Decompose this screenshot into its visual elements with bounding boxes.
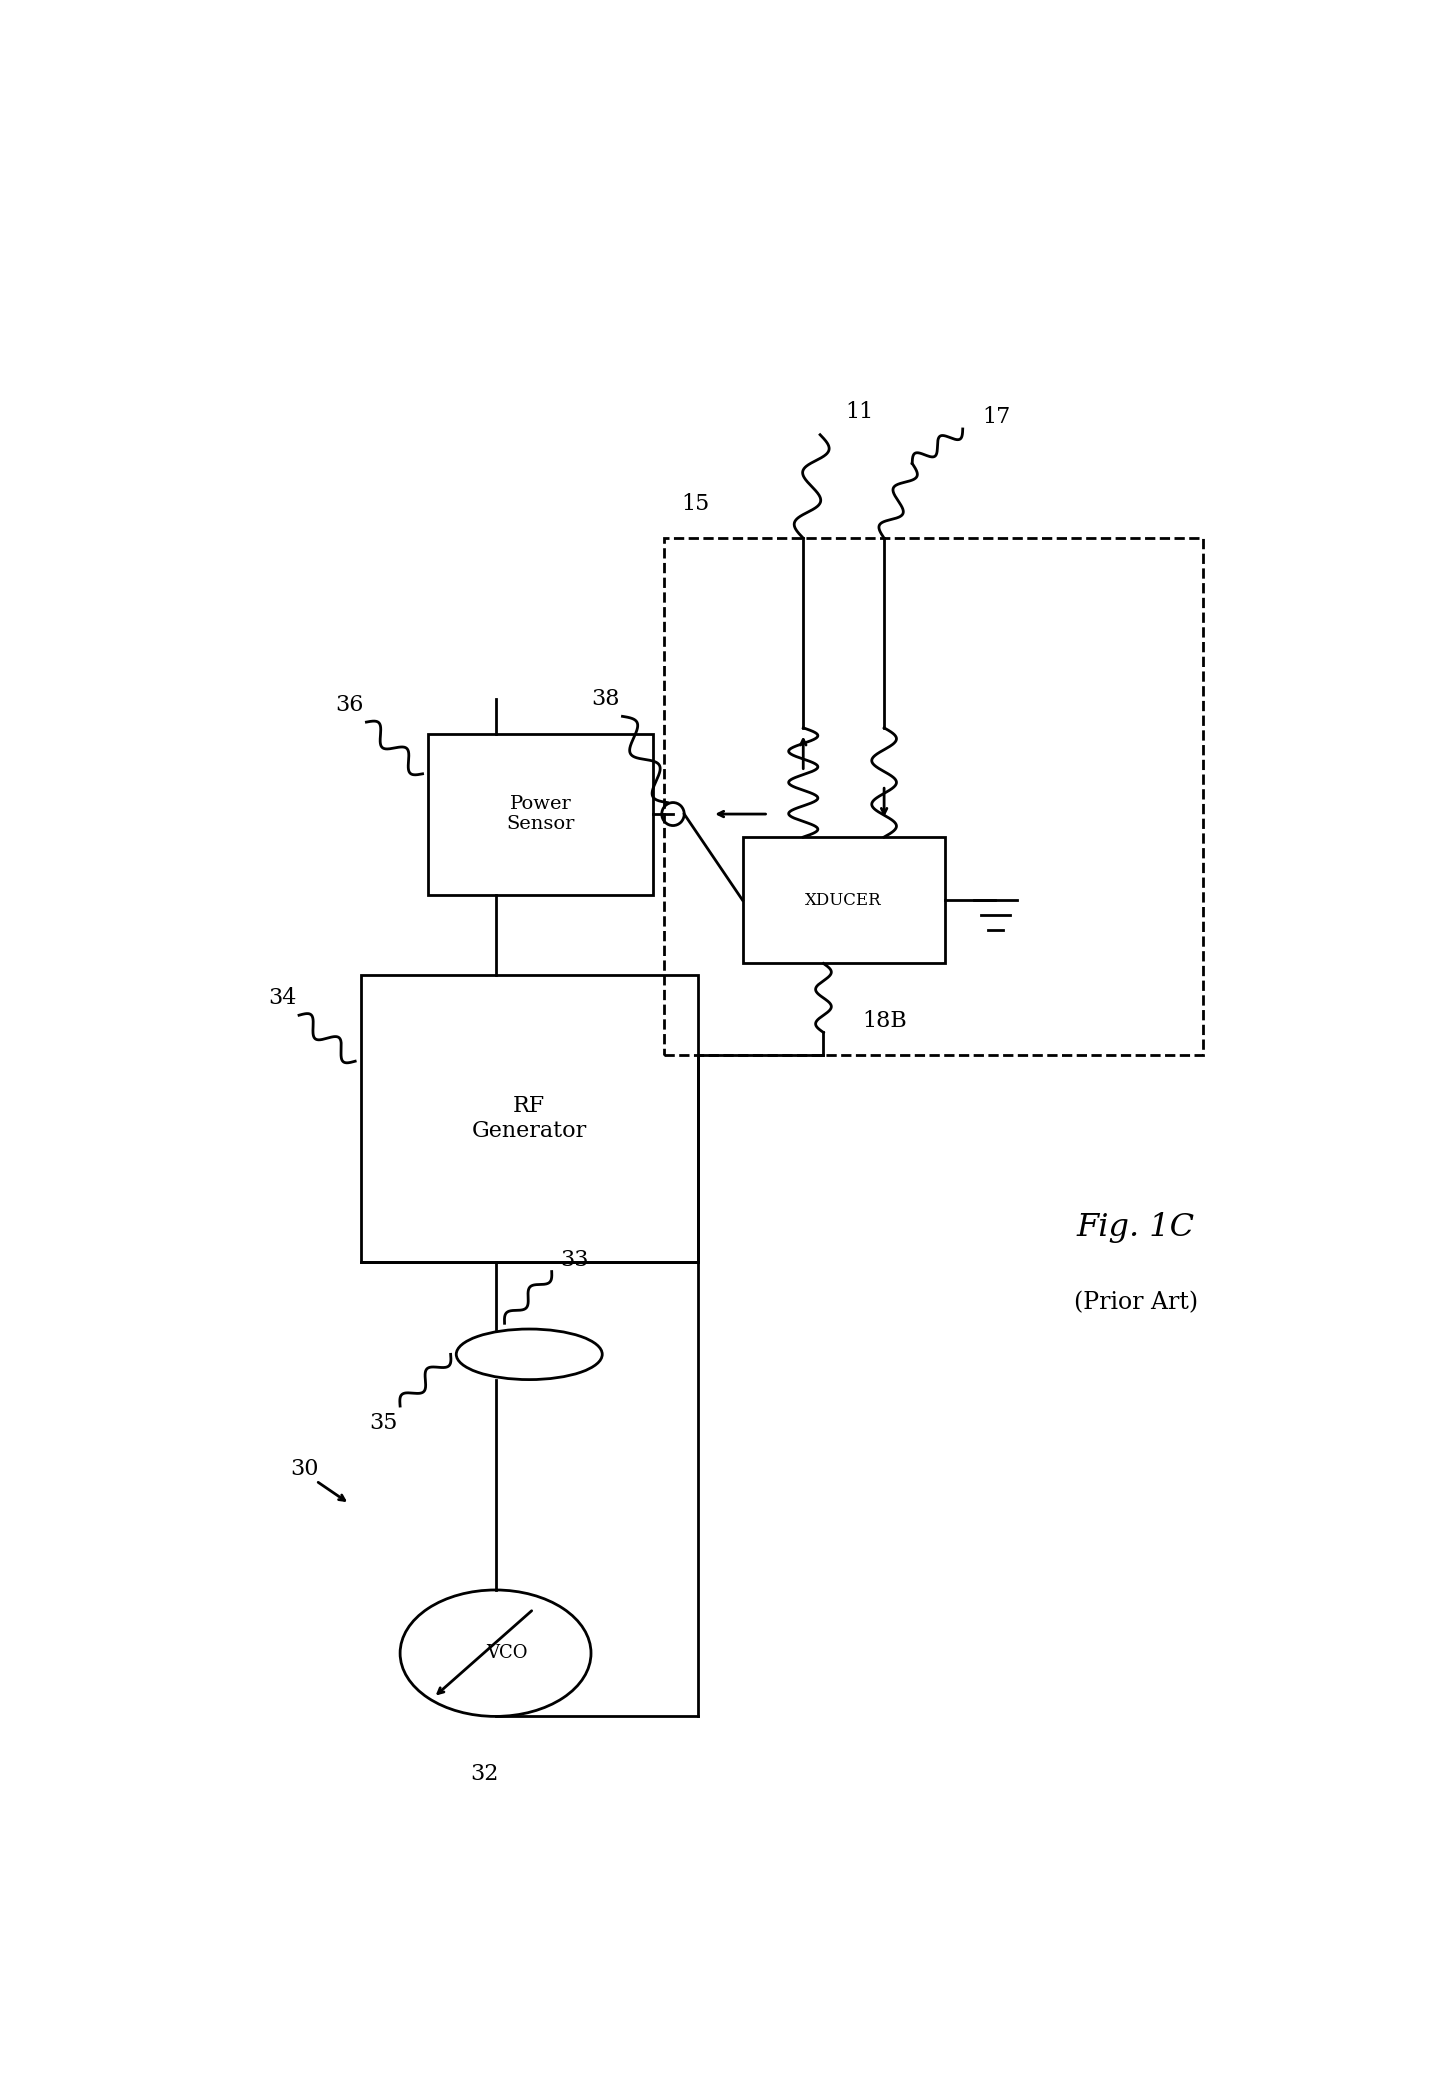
Text: (Prior Art): (Prior Art) — [1074, 1292, 1198, 1315]
Bar — [743, 836, 945, 963]
Text: 33: 33 — [559, 1250, 588, 1271]
Text: 30: 30 — [290, 1459, 319, 1480]
Bar — [361, 974, 698, 1262]
Text: XDUCER: XDUCER — [806, 892, 882, 909]
Bar — [664, 539, 1203, 1055]
Text: 11: 11 — [845, 401, 874, 422]
Text: 34: 34 — [268, 986, 297, 1009]
Text: 17: 17 — [982, 405, 1010, 428]
Text: 35: 35 — [369, 1413, 397, 1434]
Text: 38: 38 — [591, 688, 620, 711]
Text: 18B: 18B — [862, 1009, 907, 1032]
Bar — [429, 734, 653, 895]
Text: 32: 32 — [469, 1762, 498, 1785]
Text: 36: 36 — [335, 694, 364, 717]
Text: RF
Generator: RF Generator — [471, 1095, 587, 1143]
Text: Fig. 1C: Fig. 1C — [1077, 1212, 1195, 1244]
Text: VCO: VCO — [485, 1645, 527, 1662]
Text: 15: 15 — [681, 493, 709, 514]
Text: Power
Sensor: Power Sensor — [506, 794, 575, 834]
